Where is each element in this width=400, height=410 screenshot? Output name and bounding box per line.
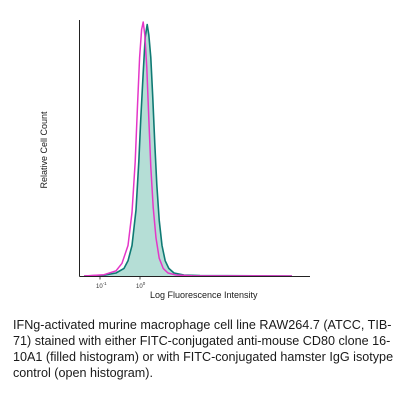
series-layer (83, 21, 293, 277)
x-tick-layer: 10-1 100 (96, 276, 146, 290)
filled-histogram-area (84, 24, 292, 276)
filled-histogram-line (83, 23, 293, 277)
x-tick-label: 100 (136, 281, 146, 290)
x-tick-label: 10-1 (96, 281, 107, 290)
figure-caption: IFNg-activated murine macrophage cell li… (13, 317, 397, 381)
x-axis-label: Log Fluorescence Intensity (150, 290, 258, 300)
y-axis-label: Relative Cell Count (39, 111, 49, 189)
caption-text: IFNg-activated murine macrophage cell li… (13, 318, 394, 380)
open-histogram-line (83, 21, 293, 277)
histogram-plot: 10-1 100 (79, 20, 310, 290)
